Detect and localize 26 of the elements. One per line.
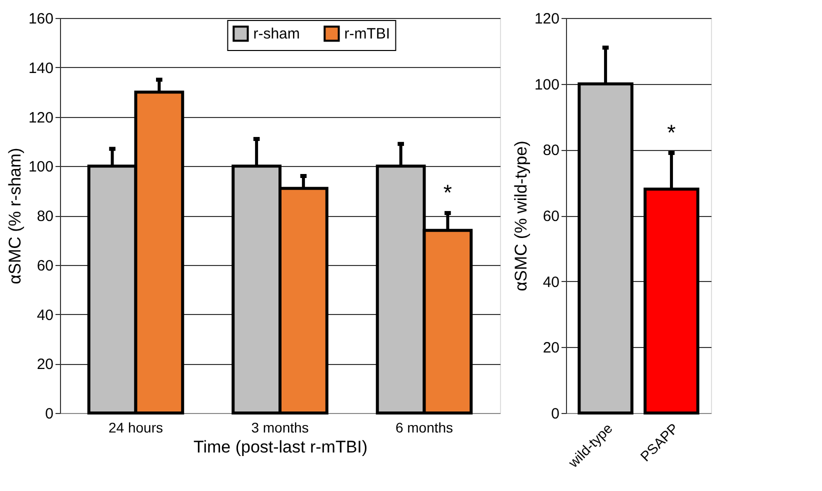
y-axis-title: αSMC (% wild-type) <box>511 140 530 292</box>
legend-label: r-sham <box>253 26 300 43</box>
legend-label: r-mTBI <box>344 26 390 43</box>
y-tick-label: 120 <box>534 10 560 28</box>
y-tick-label: 20 <box>36 356 54 374</box>
y-tick-label: 80 <box>542 142 560 160</box>
y-tick-label: 100 <box>28 158 54 176</box>
y-tick-label: 0 <box>551 406 560 422</box>
y-tick-label: 100 <box>534 76 560 94</box>
x-tick-label: 6 months <box>395 420 454 436</box>
y-tick-label: 140 <box>28 60 54 77</box>
annotation: * <box>443 180 452 206</box>
y-tick-label: 40 <box>542 274 560 291</box>
x-tick-label: 3 months <box>251 420 309 436</box>
y-tick-label: 0 <box>45 406 54 422</box>
annotation: * <box>667 120 676 145</box>
y-tick-label: 80 <box>36 208 54 225</box>
y-tick-label: 60 <box>36 257 54 274</box>
y-tick-label: 20 <box>542 340 560 357</box>
y-axis-title: αSMC (% r-sham) <box>5 148 24 284</box>
x-tick-label: 24 hours <box>108 420 163 436</box>
y-tick-label: 120 <box>28 109 54 126</box>
y-tick-label: 60 <box>542 208 560 225</box>
y-tick-label: 40 <box>36 306 54 324</box>
y-tick-label: 160 <box>28 10 54 28</box>
x-axis-title: Time (post-last r-mTBI) <box>193 438 368 456</box>
